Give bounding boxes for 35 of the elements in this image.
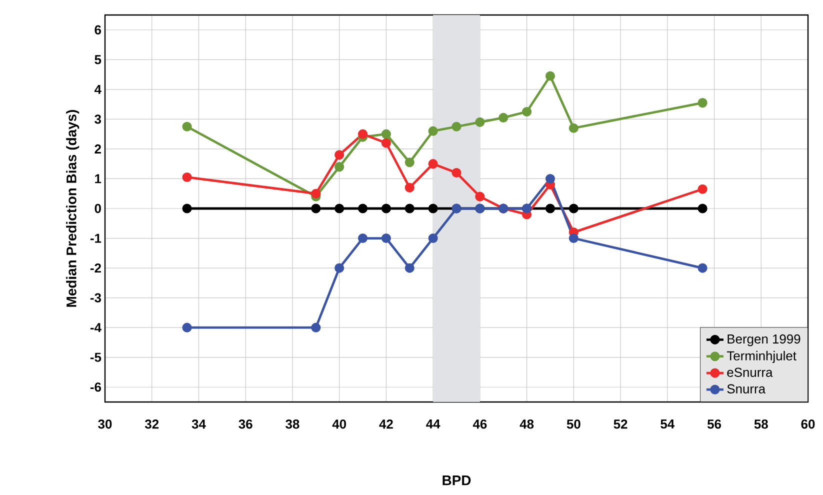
y-tick-label: -2 [90, 264, 101, 273]
x-tick-label: 54 [660, 420, 675, 429]
x-tick-label: 38 [286, 420, 300, 429]
y-tick-label: -6 [90, 382, 102, 392]
x-tick-label: 36 [238, 420, 252, 429]
y-axis-title: Median Prediction Bias (days) [66, 110, 80, 307]
y-tick-label: 5 [94, 55, 102, 64]
x-tick-label: 52 [614, 420, 628, 429]
x-tick-label: 50 [566, 420, 580, 429]
y-tick-label: -5 [90, 352, 102, 362]
y-tick-label: 4 [94, 84, 102, 94]
x-tick-label: 42 [379, 420, 393, 429]
y-tick-label: 2 [94, 144, 101, 154]
y-tick-label: 0 [94, 204, 101, 214]
y-tick-label: 3 [94, 114, 102, 124]
y-tick-label: -3 [90, 293, 102, 302]
x-tick-label: 48 [520, 420, 534, 429]
x-tick-label: 58 [754, 420, 768, 429]
legend-label: Bergen 1999 [728, 334, 800, 346]
x-tick-label: 30 [98, 420, 112, 429]
x-tick-label: 56 [707, 420, 722, 429]
x-tick-label: 44 [426, 420, 440, 428]
y-tick-label: 1 [95, 174, 102, 184]
y-tick-label: -4 [90, 323, 102, 332]
x-tick-label: 32 [144, 420, 159, 429]
x-tick-label: 46 [472, 420, 487, 429]
y-tick-label: 6 [94, 25, 102, 34]
legend-label: eSnurra [727, 368, 773, 377]
x-axis-title: BPD [442, 476, 471, 486]
legend-label: Snurra [727, 384, 766, 394]
x-tick-label: 34 [192, 420, 206, 429]
x-tick-label: 60 [801, 420, 815, 429]
x-tick-label: 40 [332, 420, 346, 429]
legend-label: Terminhjulet [726, 350, 796, 363]
y-tick-label: -1 [90, 234, 102, 243]
